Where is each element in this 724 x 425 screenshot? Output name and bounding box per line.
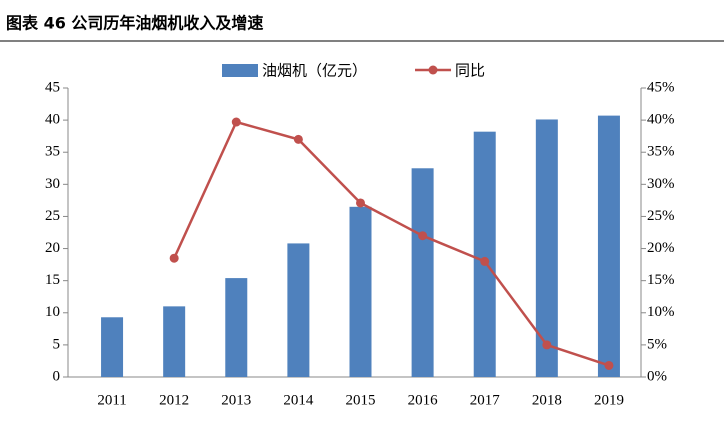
- bar: [411, 168, 434, 377]
- y-tick-label: 40: [45, 112, 60, 128]
- y-tick-label: 20: [45, 240, 60, 256]
- chart-title: 图表 46 公司历年油烟机收入及增速: [6, 14, 263, 33]
- x-tick-label: 2013: [221, 392, 251, 408]
- line-marker: [356, 198, 365, 208]
- legend-label: 油烟机（亿元）: [262, 62, 367, 80]
- line-marker: [418, 231, 428, 241]
- line-marker: [542, 340, 552, 350]
- line-marker: [480, 256, 490, 266]
- x-tick-label: 2017: [470, 392, 501, 408]
- y2-tick-label: 45%: [647, 79, 675, 95]
- x-tick-label: 2018: [532, 392, 562, 408]
- y-tick-label: 15: [45, 272, 60, 288]
- y-tick-label: 35: [45, 144, 60, 160]
- line-marker: [231, 117, 241, 127]
- y2-tick-label: 30%: [647, 176, 675, 192]
- x-tick-label: 2016: [408, 392, 439, 408]
- bar: [225, 278, 248, 377]
- y-tick-label: 10: [45, 304, 60, 320]
- x-tick-label: 2019: [594, 392, 624, 408]
- y2-tick-label: 40%: [647, 112, 675, 128]
- bar: [349, 206, 372, 377]
- bar: [163, 306, 186, 377]
- y-tick-label: 0: [53, 368, 61, 384]
- line-marker: [293, 134, 303, 144]
- x-tick-label: 2014: [283, 392, 314, 408]
- y-tick-label: 5: [53, 336, 61, 352]
- y-tick-label: 45: [45, 79, 60, 95]
- x-tick-label: 2011: [97, 392, 126, 408]
- x-tick-label: 2015: [346, 392, 376, 408]
- bar: [535, 119, 558, 378]
- y2-tick-label: 35%: [647, 144, 675, 160]
- bar: [597, 115, 620, 378]
- x-tick-label: 2012: [159, 392, 189, 408]
- bar: [287, 243, 310, 377]
- legend-swatch: [222, 64, 258, 77]
- y-tick-label: 30: [45, 176, 60, 192]
- y2-tick-label: 15%: [647, 272, 675, 288]
- line-marker: [604, 360, 614, 370]
- y2-tick-label: 0%: [647, 368, 667, 384]
- y-tick-label: 25: [45, 208, 60, 224]
- y2-tick-label: 25%: [647, 208, 675, 224]
- y2-tick-label: 20%: [647, 240, 675, 256]
- bar: [101, 317, 124, 377]
- y2-tick-label: 10%: [647, 304, 675, 320]
- bar: [473, 131, 496, 377]
- line: [173, 120, 610, 367]
- line-marker: [169, 253, 179, 263]
- legend-label: 同比: [455, 62, 485, 80]
- legend-swatch: [428, 65, 438, 75]
- y2-tick-label: 5%: [647, 336, 667, 352]
